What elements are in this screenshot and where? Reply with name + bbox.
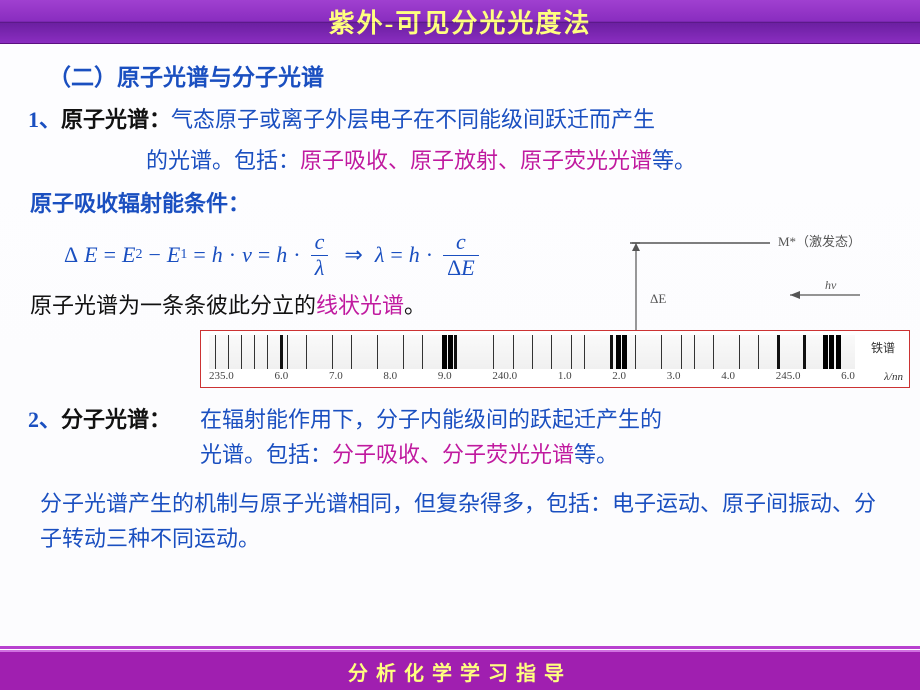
- spectrum-element-label: 铁谱: [863, 339, 903, 356]
- slide-content: （二）原子光谱与分子光谱 1、原子光谱：气态原子或离子外层电子在不同能级间跃迁而…: [0, 44, 920, 650]
- eq-h2: h: [276, 242, 287, 268]
- eq-E1: E: [167, 242, 180, 268]
- eq-eq2: =: [193, 242, 205, 268]
- eq-lambda: λ: [375, 242, 385, 268]
- eq-dot2: ·: [293, 242, 300, 268]
- molecular-body: 在辐射能作用下，分子内能级间的跃起迁产生的 光谱。包括：分子吸收、分子荧光光谱等…: [200, 402, 662, 472]
- eq-E: E: [84, 242, 97, 268]
- eq-frac2: c ΔE: [443, 230, 479, 279]
- molecular-types-highlight: 分子吸收、分子荧光光谱: [332, 442, 574, 467]
- eq-nu: ν: [242, 242, 252, 268]
- eq-minus: −: [148, 242, 160, 268]
- slide-header: 紫外-可见分光光度法: [0, 0, 920, 44]
- eq-frac1-bot: λ: [311, 256, 329, 280]
- linespec-highlight: 线状光谱: [316, 293, 404, 318]
- eq-implies: ⇒: [344, 242, 362, 268]
- eq-delta: Δ: [64, 242, 78, 268]
- molecular-line2-post: 等。: [574, 442, 618, 467]
- item-number-2: 2、: [28, 407, 61, 432]
- slide-footer: 分析化学学习指导: [0, 650, 920, 690]
- diagram-deltaE-label: ΔE: [650, 291, 666, 306]
- eq-E2: E: [122, 242, 135, 268]
- eq-frac1-top: c: [311, 230, 329, 254]
- spectrum-ticks: 235.06.07.08.09.0240.01.02.03.04.0245.06…: [209, 370, 855, 386]
- molecular-line1: 在辐射能作用下，分子内能级间的跃起迁产生的: [200, 402, 662, 437]
- eq-sub1: 1: [180, 247, 187, 263]
- spectrum-lines-area: [209, 335, 855, 369]
- atomic-etc: 等。: [652, 148, 696, 173]
- diagram-photon-label: hv: [825, 278, 837, 292]
- eq-sub2: 2: [135, 247, 142, 263]
- molecular-line2: 光谱。包括：分子吸收、分子荧光光谱等。: [200, 437, 662, 472]
- mechanism-text: 分子光谱产生的机制与原子光谱相同，但复杂得多，包括：电子运动、原子间振动、分子转…: [40, 486, 890, 556]
- absorption-condition-label: 原子吸收辐射能条件：: [30, 186, 892, 218]
- atomic-types-highlight: 原子吸收、原子放射、原子荧光光谱: [300, 148, 652, 173]
- eq-dot1: ·: [229, 242, 236, 268]
- header-title: 紫外-可见分光光度法: [329, 3, 592, 40]
- molecular-lead: 2、分子光谱：: [28, 402, 200, 472]
- eq-frac1: c λ: [311, 230, 329, 279]
- linespec-suffix: 。: [404, 293, 426, 318]
- item-number-1: 1、: [28, 107, 61, 132]
- eq-eq3: =: [258, 242, 270, 268]
- atomic-label: 原子光谱：: [61, 107, 171, 132]
- section-subtitle: （二）原子光谱与分子光谱: [48, 58, 892, 92]
- linespec-prefix: 原子光谱为一条条彼此分立的: [30, 293, 316, 318]
- footer-text: 分析化学学习指导: [348, 657, 572, 686]
- eq-h1: h: [212, 242, 223, 268]
- molecular-line2-pre: 光谱。包括：: [200, 442, 332, 467]
- molecular-label: 分子光谱：: [61, 407, 171, 432]
- eq-frac2-top: c: [452, 230, 470, 254]
- eq-dot3: ·: [426, 242, 433, 268]
- spectrum-unit-label: λ/nn: [884, 371, 903, 383]
- iron-spectrum-figure: 235.06.07.08.09.0240.01.02.03.04.0245.06…: [200, 330, 910, 388]
- atomic-spectrum-types: 的光谱。包括：原子吸收、原子放射、原子荧光光谱等。: [28, 143, 892, 178]
- eq-eq4: =: [390, 242, 402, 268]
- molecular-spectrum-def: 2、分子光谱： 在辐射能作用下，分子内能级间的跃起迁产生的 光谱。包括：分子吸收…: [28, 402, 892, 472]
- eq-eq1: =: [104, 242, 116, 268]
- eq-frac2-bot: ΔE: [443, 256, 479, 280]
- diagram-excited-label: M*（激发态）: [778, 234, 861, 249]
- atomic-cont: 的光谱。包括：: [146, 148, 300, 173]
- atomic-spectrum-def: 1、原子光谱：气态原子或离子外层电子在不同能级间跃迁而产生: [28, 102, 892, 137]
- atomic-text: 气态原子或离子外层电子在不同能级间跃迁而产生: [171, 107, 655, 132]
- eq-h3: h: [409, 242, 420, 268]
